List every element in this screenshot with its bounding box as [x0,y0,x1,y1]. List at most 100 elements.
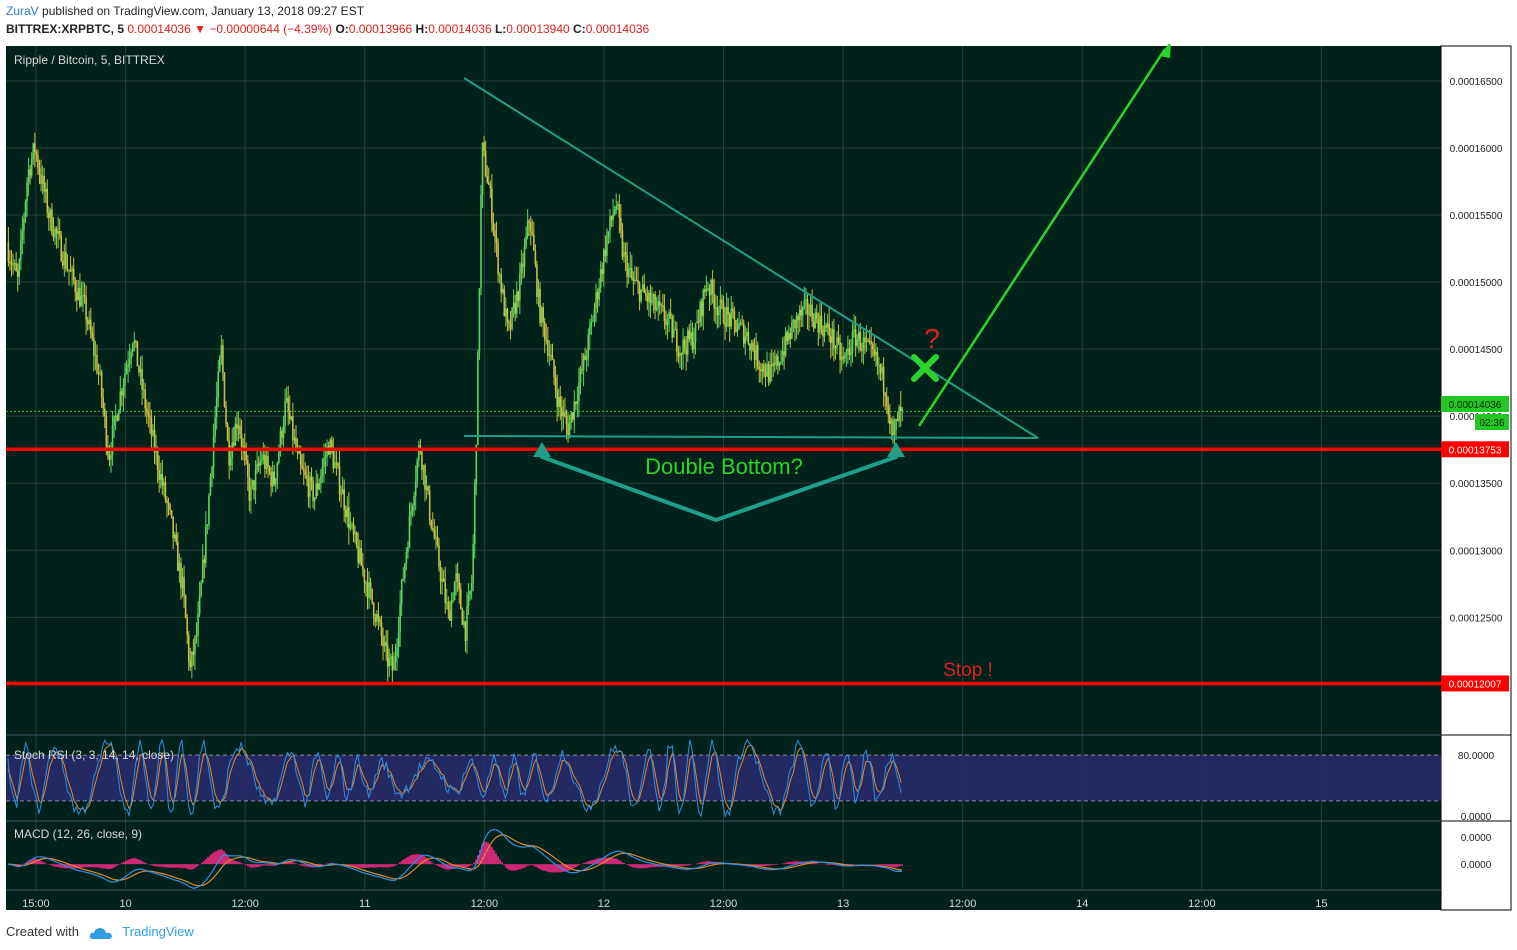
candle-body [21,230,24,240]
candle-body [466,606,468,641]
candle-body [445,602,448,604]
candle-body [180,562,182,589]
support-trendline[interactable] [463,435,1039,439]
candle-body [655,308,658,311]
candle-body [646,295,649,302]
candle-body [770,364,773,367]
high-value: 0.00014036 [428,22,492,36]
x-tick-label: 14 [1076,898,1088,910]
candle-body [672,329,675,338]
candle-body [236,423,238,429]
candle-body [571,412,574,420]
candle-body [792,319,795,323]
candle-body [707,288,709,290]
candle-body [442,578,445,582]
candle-body [301,465,304,469]
candle-body [293,437,296,441]
candle-body [458,579,461,590]
candle-body [307,479,310,497]
candle-body [736,329,739,332]
candle-body [704,289,706,292]
y-tick-label: 0.00014500 [1450,345,1503,356]
candle-body [279,430,282,452]
candle-body [753,350,756,361]
candle-body [439,567,442,582]
candle-body [746,332,748,337]
candle-body [783,351,785,356]
candle-body [100,372,103,398]
candle-body [20,239,22,260]
candle-body [786,332,789,341]
tradingview-brand-link[interactable]: TradingView [122,924,194,939]
candle-body [716,307,719,316]
candle-body [730,308,733,327]
candle-body [573,401,576,420]
candle-body [379,619,381,623]
candle-body [376,614,378,622]
candle-body [772,363,775,367]
candle-body [857,332,860,340]
candle-body [559,396,562,407]
candle-body [192,651,195,656]
candle-body [304,471,307,476]
candle-body [688,330,691,339]
candle-body [402,578,405,580]
candle-body [172,516,174,538]
candle-body [208,495,210,525]
candle-body [149,415,151,418]
candle-body [96,354,98,373]
candle-body [441,578,443,582]
candle-body [702,289,705,317]
candle-body [147,412,150,416]
candle-body [554,377,557,391]
target-arrow-line [917,48,1167,427]
stoch-k-line [7,738,902,818]
candle-body [103,408,106,416]
candle-body [668,312,670,319]
candle-body [141,369,143,390]
candle-body [477,352,479,445]
candle-body [274,478,277,485]
candle-body [899,406,902,411]
candle-body [643,284,646,293]
candle-body [49,209,52,218]
candle-body [512,302,515,308]
candle-body [268,467,271,472]
candle-body [719,299,722,311]
candle-body [475,444,478,485]
chart-svg[interactable]: 0.00013753 0.00012007 Double Bottom? ? St… [0,41,1517,914]
candle-body [239,425,241,435]
candle-body [215,397,218,418]
candle-body [693,342,695,350]
candle-body [380,622,383,637]
candle-body [630,267,633,278]
candle-body [309,476,311,497]
candle-body [599,269,602,288]
candle-body [686,330,689,355]
candle-body [890,420,893,425]
candle-body [312,480,314,502]
candle-body [710,280,712,296]
candle-body [256,463,258,471]
candle-body [453,582,456,601]
candle-body [868,341,871,343]
candle-body [640,289,642,302]
candle-body [847,348,849,352]
candle-body [32,143,35,159]
candle-body [699,301,701,323]
candle-body [775,356,778,365]
indicators [7,738,903,889]
candle-body [727,307,729,315]
candle-body [349,523,352,529]
candle-body [708,288,711,296]
candle-body [211,467,213,477]
candle-body [122,385,125,396]
candle-body [876,351,879,365]
candle-body [834,348,837,350]
candle-body [777,356,779,367]
candle-body [878,364,880,366]
candle-body [492,222,495,231]
descending-trendline[interactable] [463,77,1039,439]
chart-container[interactable]: 0.00013753 0.00012007 Double Bottom? ? St… [0,41,1517,914]
author-link[interactable]: ZuraV [6,4,39,18]
